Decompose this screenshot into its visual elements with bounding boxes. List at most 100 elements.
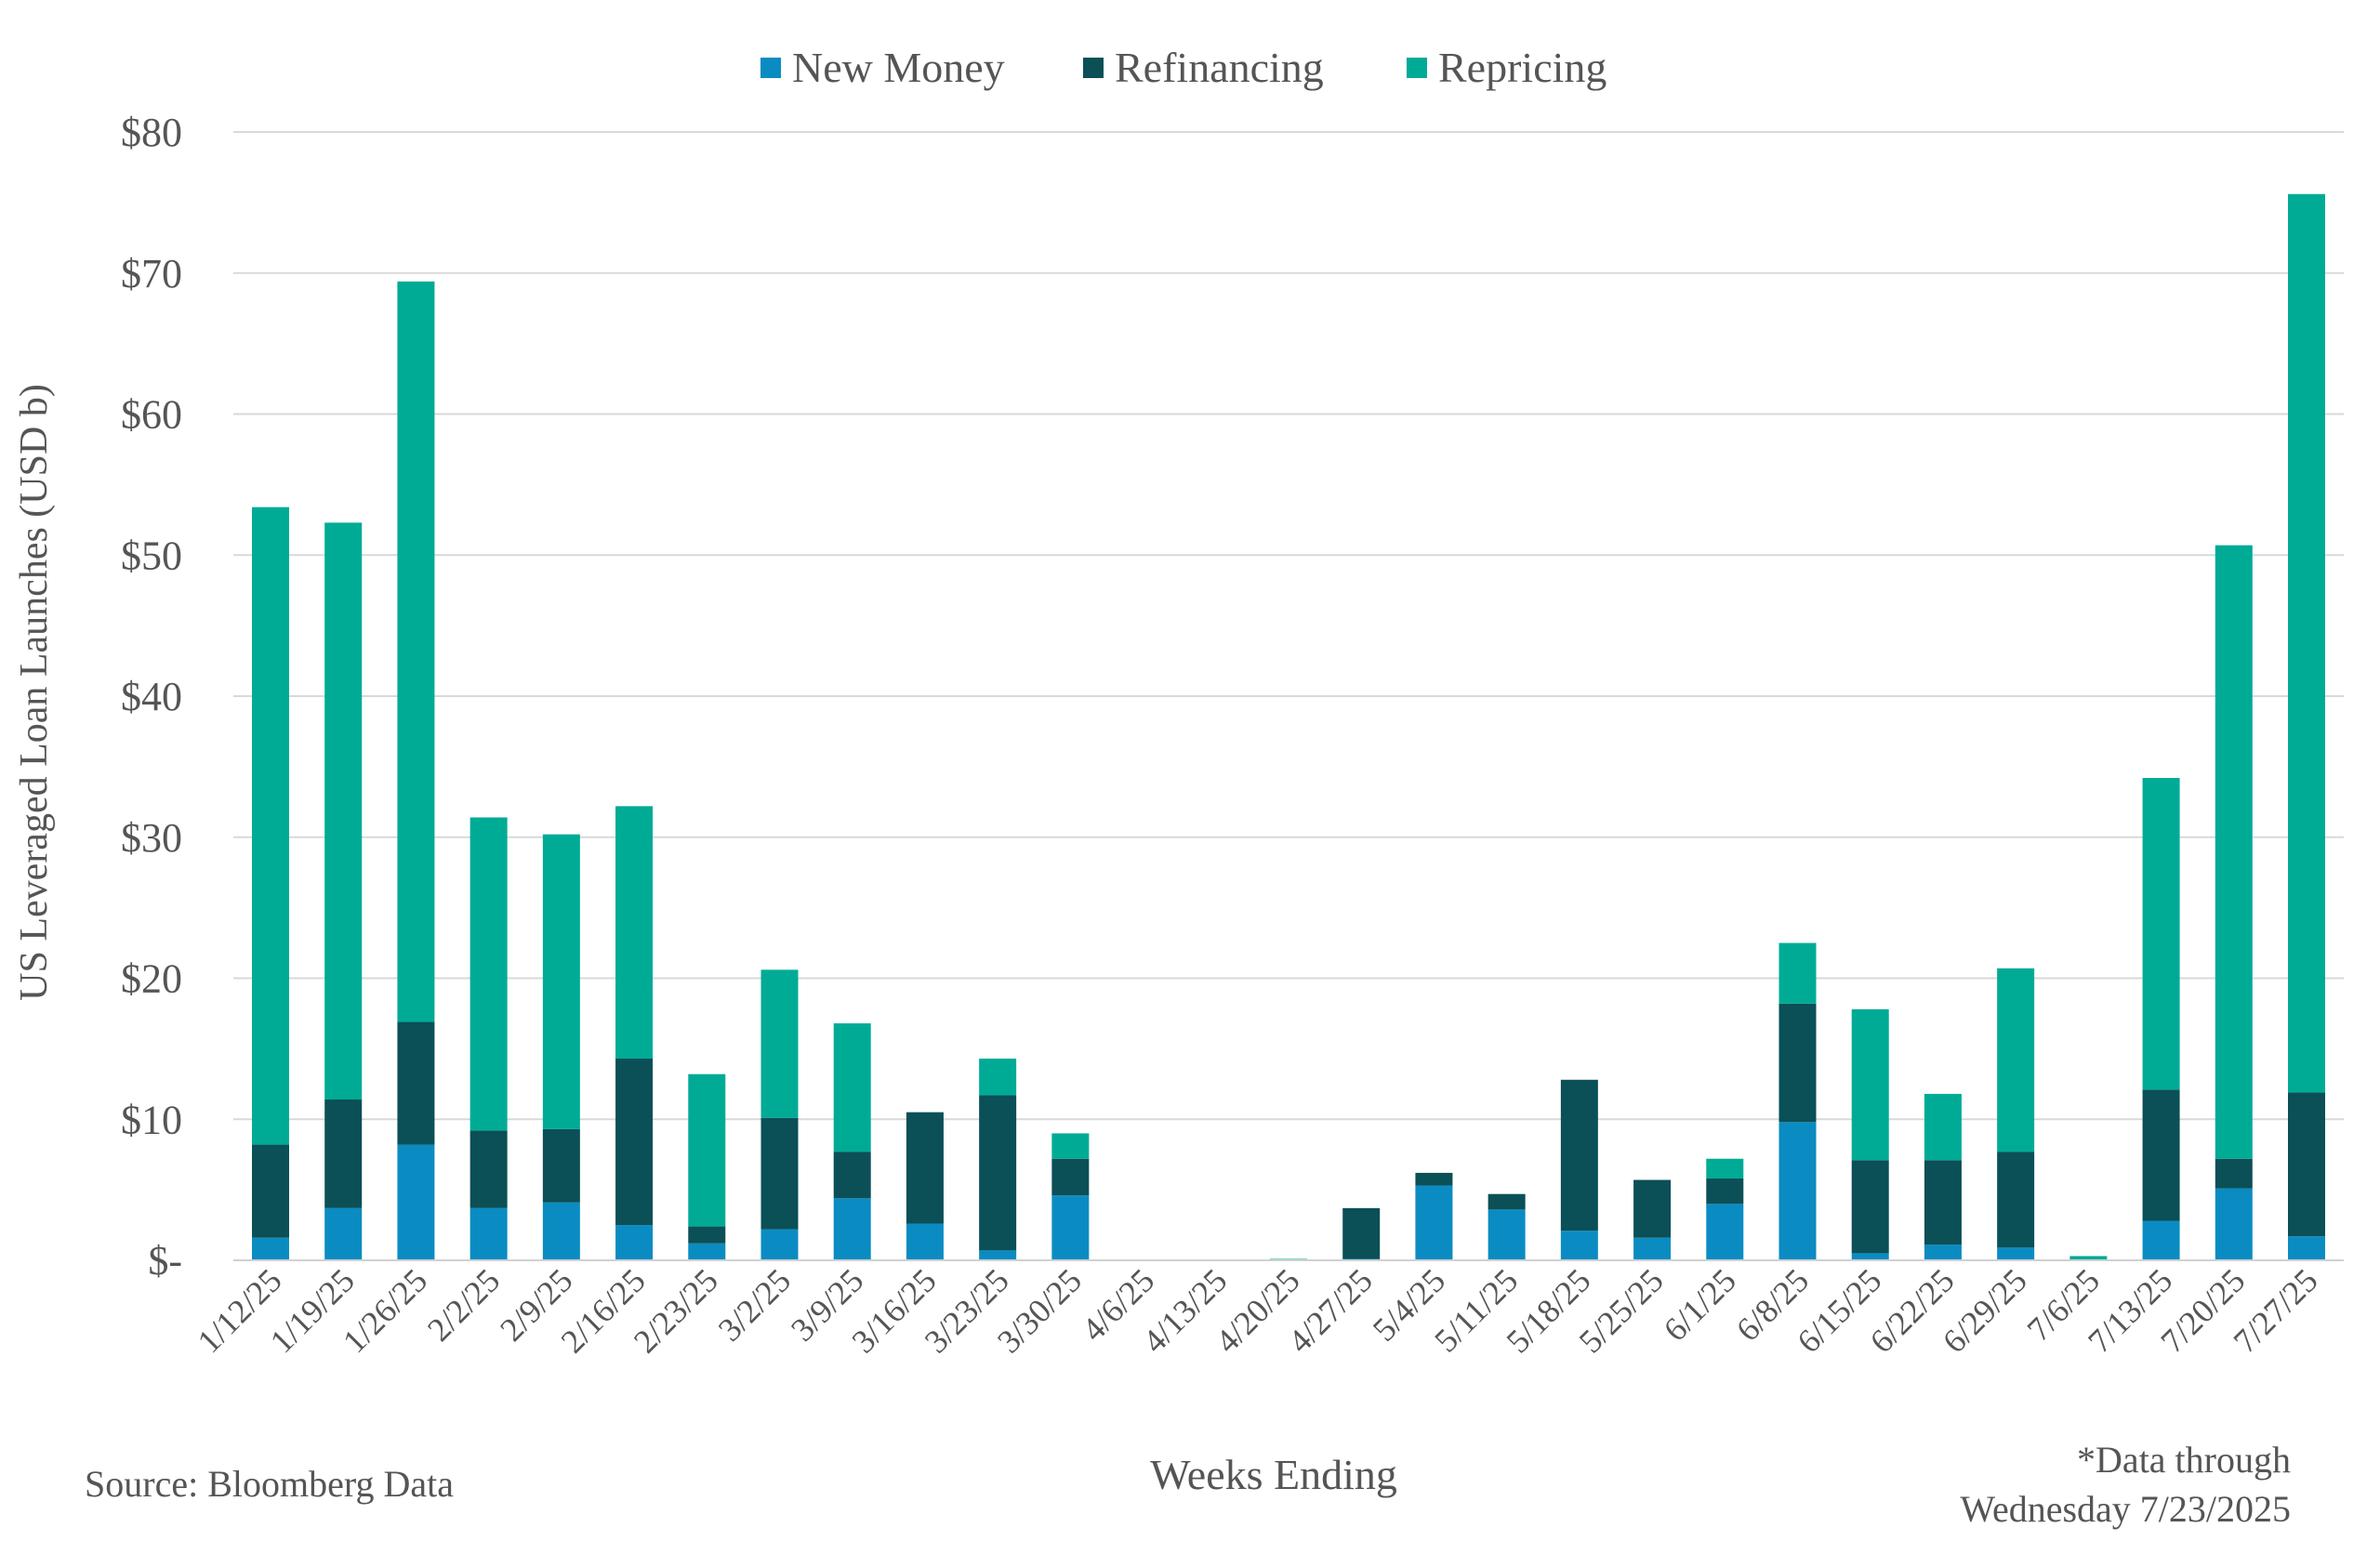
y-tick-label: $- (148, 1238, 182, 1284)
x-tick-label: 7/27/25 (2227, 1261, 2325, 1360)
x-tick-label: 3/2/25 (711, 1261, 798, 1348)
bar-repricing-6-29-25 (1997, 968, 2035, 1152)
bar-repricing-1-26-25 (397, 281, 435, 1022)
legend-swatch (1083, 58, 1104, 78)
legend: New Money Refinancing Repricing (760, 44, 1606, 91)
bar-refinancing-5-11-25 (1488, 1193, 1526, 1210)
bar-refinancing-5-18-25 (1560, 1079, 1598, 1231)
bar-new-money-6-15-25 (1851, 1253, 1889, 1260)
y-axis-ticks: $- $10 $20 $30 $40 $50 $60 $70 $80 (121, 110, 182, 1284)
bar-refinancing-6-22-25 (1924, 1160, 1962, 1245)
bar-new-money-7-20-25 (2215, 1188, 2253, 1260)
bar-new-money-1-26-25 (397, 1144, 435, 1260)
x-tick-label: 6/29/25 (1936, 1261, 2034, 1360)
bar-new-money-6-22-25 (1924, 1245, 1962, 1260)
gridlines (233, 131, 2344, 1121)
bar-repricing-2-2-25 (469, 817, 508, 1131)
bar-repricing-7-20-25 (2215, 545, 2253, 1159)
bar-new-money-2-16-25 (615, 1225, 654, 1260)
bar-new-money-2-9-25 (542, 1202, 580, 1260)
bar-refinancing-2-9-25 (542, 1128, 580, 1203)
y-tick-label: $40 (121, 674, 182, 719)
bar-repricing-3-2-25 (760, 969, 799, 1118)
y-tick-label: $50 (121, 533, 182, 578)
bar-refinancing-5-25-25 (1633, 1179, 1672, 1238)
bar-new-money-1-19-25 (324, 1207, 363, 1260)
bars (252, 193, 2325, 1260)
bar-refinancing-7-27-25 (2288, 1092, 2325, 1237)
x-tick-label: 6/1/25 (1657, 1261, 1743, 1348)
bar-refinancing-2-2-25 (469, 1130, 508, 1208)
bar-repricing-3-9-25 (833, 1023, 871, 1152)
y-tick-label: $20 (121, 956, 182, 1002)
bar-refinancing-6-29-25 (1997, 1152, 2035, 1248)
x-tick-label: 2/23/25 (627, 1261, 725, 1360)
bar-new-money-5-18-25 (1560, 1231, 1598, 1260)
legend-swatch (760, 58, 781, 78)
bar-new-money-5-11-25 (1488, 1209, 1526, 1260)
bar-refinancing-3-2-25 (760, 1117, 799, 1230)
bar-repricing-2-23-25 (688, 1073, 726, 1227)
bar-repricing-7-6-25 (2069, 1256, 2108, 1260)
legend-label: Repricing (1438, 44, 1606, 91)
bar-refinancing-3-9-25 (833, 1152, 871, 1199)
bar-refinancing-1-19-25 (324, 1100, 363, 1208)
bar-repricing-7-27-25 (2288, 193, 2325, 1093)
y-axis-title: US Leveraged Loan Launches (USD b) (13, 384, 56, 1001)
bar-refinancing-2-16-25 (615, 1058, 654, 1226)
bar-new-money-1-12-25 (252, 1237, 289, 1260)
bar-new-money-3-2-25 (760, 1229, 799, 1260)
bar-refinancing-3-30-25 (1051, 1158, 1090, 1196)
y-tick-label: $30 (121, 815, 182, 861)
y-tick-label: $60 (121, 392, 182, 438)
bar-refinancing-1-26-25 (397, 1021, 435, 1145)
data-through-note: *Data through (2077, 1439, 2291, 1481)
bar-new-money-2-2-25 (469, 1207, 508, 1260)
bar-repricing-6-1-25 (1706, 1158, 1744, 1179)
legend-item-refinancing: Refinancing (1083, 44, 1324, 91)
bar-new-money-6-29-25 (1997, 1247, 2035, 1260)
bar-refinancing-1-12-25 (252, 1144, 289, 1238)
bar-refinancing-7-20-25 (2215, 1158, 2253, 1189)
source-note: Source: Bloomberg Data (85, 1463, 454, 1505)
bar-new-money-6-8-25 (1778, 1122, 1817, 1260)
bar-new-money-7-27-25 (2288, 1236, 2325, 1260)
bar-new-money-6-1-25 (1706, 1204, 1744, 1260)
bar-new-money-3-9-25 (833, 1198, 871, 1260)
bar-repricing-3-30-25 (1051, 1133, 1090, 1159)
bar-new-money-5-25-25 (1633, 1237, 1672, 1260)
x-tick-label: 4/27/25 (1281, 1261, 1380, 1360)
bar-repricing-1-19-25 (324, 522, 363, 1100)
legend-label: New Money (792, 44, 1005, 91)
bar-repricing-2-16-25 (615, 806, 654, 1059)
bar-refinancing-4-27-25 (1342, 1207, 1381, 1259)
bar-refinancing-7-13-25 (2142, 1089, 2180, 1221)
x-axis-ticks: 1/12/251/19/251/26/252/2/252/9/252/16/25… (191, 1261, 2325, 1360)
bar-repricing-3-23-25 (979, 1058, 1017, 1096)
bar-repricing-6-8-25 (1778, 942, 1817, 1004)
bar-repricing-6-22-25 (1924, 1093, 1962, 1161)
bar-refinancing-3-23-25 (979, 1095, 1017, 1251)
bar-new-money-3-30-25 (1051, 1195, 1090, 1260)
legend-item-repricing: Repricing (1407, 44, 1606, 91)
x-axis-title: Weeks Ending (1150, 1451, 1397, 1498)
bar-refinancing-6-8-25 (1778, 1003, 1817, 1123)
bar-repricing-2-9-25 (542, 834, 580, 1129)
bar-new-money-2-23-25 (688, 1243, 726, 1260)
bar-new-money-3-16-25 (906, 1223, 944, 1260)
legend-label: Refinancing (1115, 44, 1324, 91)
x-tick-label: 2/2/25 (420, 1261, 507, 1348)
x-tick-label: 1/26/25 (336, 1261, 434, 1360)
bar-refinancing-6-1-25 (1706, 1178, 1744, 1205)
bar-refinancing-6-15-25 (1851, 1160, 1889, 1254)
bar-repricing-1-12-25 (252, 507, 289, 1145)
legend-item-new-money: New Money (760, 44, 1005, 91)
bar-refinancing-3-16-25 (906, 1112, 944, 1224)
x-tick-label: 3/30/25 (990, 1261, 1089, 1360)
bar-refinancing-2-23-25 (688, 1226, 726, 1244)
bar-repricing-6-15-25 (1851, 1008, 1889, 1161)
bar-refinancing-5-4-25 (1415, 1172, 1453, 1186)
legend-swatch (1407, 58, 1427, 78)
y-tick-label: $80 (121, 110, 182, 155)
